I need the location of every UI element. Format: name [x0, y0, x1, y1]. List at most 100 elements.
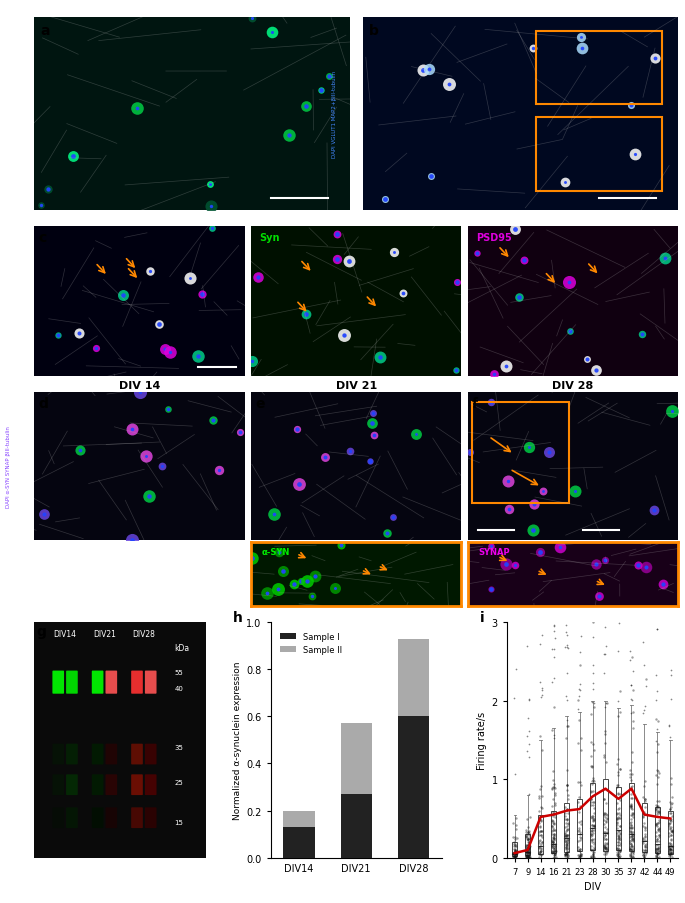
Point	[599, 841, 610, 855]
Point	[500, 557, 511, 572]
Point	[627, 807, 638, 822]
Point	[633, 558, 644, 573]
Point	[534, 816, 545, 831]
Point	[127, 422, 138, 436]
Point	[521, 847, 532, 861]
Point	[599, 820, 610, 834]
Text: i: i	[479, 610, 484, 625]
Point	[562, 720, 573, 734]
Point	[663, 825, 674, 840]
Point	[561, 828, 572, 842]
Point	[562, 836, 573, 851]
Point	[534, 850, 545, 864]
Point	[510, 843, 521, 858]
Point	[485, 396, 496, 410]
Point	[614, 842, 625, 857]
Point	[547, 834, 558, 849]
Point	[625, 826, 636, 841]
Point	[204, 177, 215, 191]
Point	[75, 443, 86, 458]
Point	[153, 317, 164, 331]
Point	[640, 560, 651, 574]
Point	[547, 839, 558, 853]
Point	[653, 846, 664, 861]
Point	[548, 817, 559, 832]
Point	[536, 779, 547, 794]
Point	[207, 221, 218, 236]
Point	[563, 833, 574, 848]
Point	[652, 737, 663, 751]
Point	[582, 352, 593, 367]
Point	[614, 761, 625, 776]
Point	[626, 773, 637, 787]
Point	[547, 845, 558, 860]
Point	[600, 696, 611, 711]
Point	[625, 840, 636, 854]
Point	[664, 813, 675, 827]
Point	[611, 816, 622, 831]
Point	[598, 840, 609, 854]
Point	[536, 828, 547, 842]
Point	[626, 818, 637, 833]
Point	[510, 842, 521, 856]
Point	[562, 851, 573, 865]
Point	[549, 848, 560, 862]
Point	[664, 718, 675, 732]
Point	[625, 769, 636, 784]
Point	[575, 775, 586, 789]
Point	[537, 789, 548, 804]
Point	[564, 276, 575, 291]
Point	[588, 849, 599, 863]
Point	[585, 785, 596, 799]
Point	[548, 805, 559, 819]
Point	[612, 834, 623, 849]
Point	[611, 805, 622, 820]
Point	[510, 846, 521, 861]
FancyBboxPatch shape	[132, 807, 142, 828]
Point	[575, 743, 586, 758]
Point	[637, 835, 648, 850]
Point	[500, 557, 511, 572]
Point	[536, 682, 547, 696]
Point	[549, 619, 560, 633]
Point	[521, 845, 532, 860]
Point	[262, 586, 273, 600]
Point	[653, 801, 664, 815]
Point	[562, 839, 573, 853]
Point	[547, 831, 558, 845]
Point	[510, 851, 521, 865]
Point	[536, 814, 547, 828]
Y-axis label: Normalized α-synuclein expression: Normalized α-synuclein expression	[233, 661, 242, 819]
Point	[612, 752, 623, 767]
Point	[612, 807, 623, 822]
Point	[614, 831, 625, 845]
Point	[588, 743, 599, 758]
Point	[653, 841, 664, 855]
Point	[627, 808, 638, 823]
Point	[562, 845, 573, 860]
Point	[573, 824, 584, 838]
Point	[549, 839, 560, 853]
Point	[488, 368, 499, 382]
Point	[509, 843, 520, 858]
Point	[160, 343, 171, 358]
Point	[650, 802, 661, 816]
Point	[611, 780, 622, 795]
Point	[132, 102, 143, 116]
Point	[627, 849, 638, 863]
Point	[599, 724, 610, 739]
Point	[664, 828, 675, 842]
FancyBboxPatch shape	[105, 744, 117, 765]
Text: DAPI Syn PSD95 MAP2+βIII-tubulin: DAPI Syn PSD95 MAP2+βIII-tubulin	[6, 254, 12, 349]
Point	[588, 666, 599, 680]
Point	[547, 819, 558, 833]
Point	[575, 798, 586, 813]
Point	[573, 823, 584, 837]
Point	[549, 700, 560, 714]
Point	[667, 843, 677, 858]
Point	[625, 98, 636, 113]
Point	[367, 406, 378, 421]
Point	[664, 806, 675, 821]
Point	[650, 51, 661, 66]
Point	[666, 843, 677, 858]
